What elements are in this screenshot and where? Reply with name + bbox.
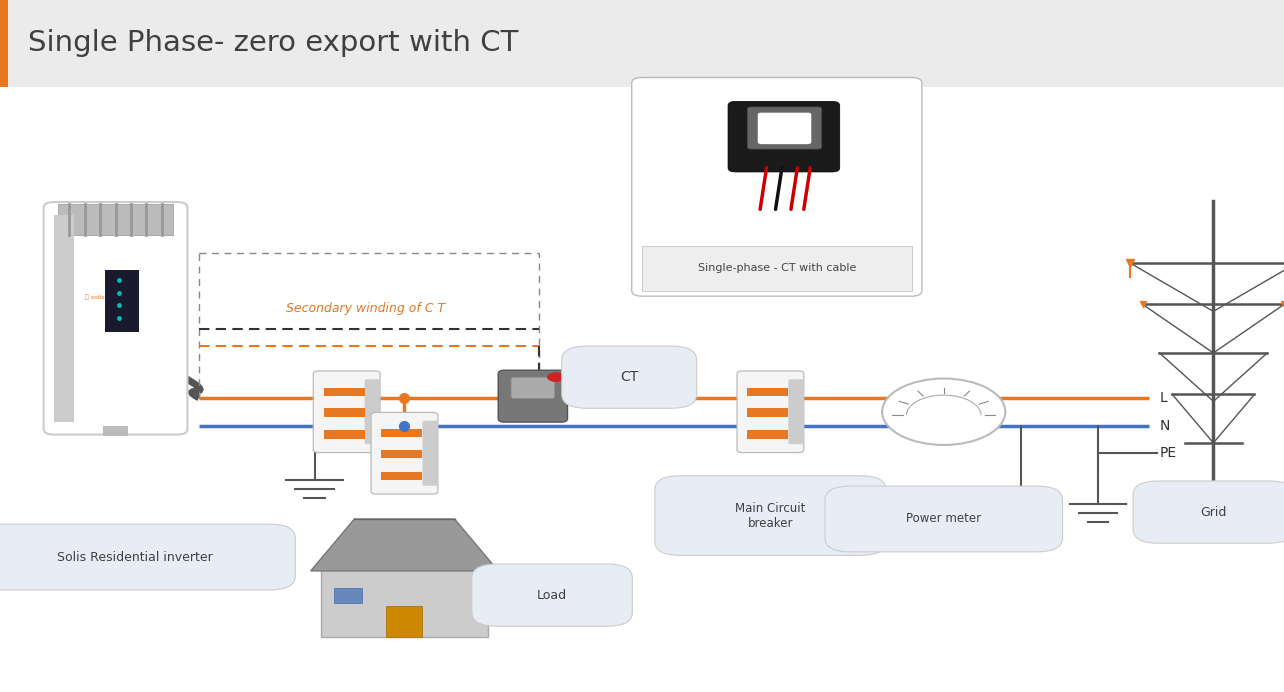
Bar: [747, 388, 788, 396]
Bar: [381, 450, 422, 458]
FancyBboxPatch shape: [632, 78, 922, 296]
Bar: [58, 204, 173, 235]
Text: Single Phase- zero export with CT: Single Phase- zero export with CT: [28, 29, 519, 57]
Bar: [0, 0, 8, 86]
Bar: [381, 429, 422, 437]
FancyBboxPatch shape: [737, 371, 804, 453]
Bar: [324, 388, 365, 396]
Text: Solis Residential inverter: Solis Residential inverter: [56, 551, 213, 563]
Text: Main Circuit
breaker: Main Circuit breaker: [736, 502, 805, 529]
Text: N: N: [1159, 419, 1170, 432]
Text: CT: CT: [620, 370, 638, 384]
FancyBboxPatch shape: [44, 202, 187, 435]
Text: PE: PE: [1159, 446, 1176, 460]
Bar: [747, 430, 788, 439]
Text: Single-phase - CT with cable: Single-phase - CT with cable: [697, 263, 856, 273]
Bar: [324, 430, 365, 439]
FancyBboxPatch shape: [728, 102, 840, 172]
Bar: [334, 588, 362, 603]
FancyBboxPatch shape: [313, 371, 380, 453]
FancyBboxPatch shape: [422, 421, 438, 486]
FancyBboxPatch shape: [824, 486, 1062, 552]
Text: Secondary winding of C T: Secondary winding of C T: [286, 302, 446, 315]
Bar: [642, 246, 912, 291]
Bar: [54, 215, 74, 422]
Bar: [0, 0, 1284, 86]
FancyBboxPatch shape: [371, 412, 438, 494]
Bar: [103, 426, 128, 436]
FancyBboxPatch shape: [511, 377, 555, 399]
FancyBboxPatch shape: [0, 525, 295, 590]
Text: ⓢ solis: ⓢ solis: [85, 295, 104, 300]
Circle shape: [547, 372, 565, 382]
Bar: [105, 270, 139, 332]
FancyBboxPatch shape: [758, 112, 811, 145]
Polygon shape: [311, 519, 498, 571]
Circle shape: [882, 379, 1005, 445]
FancyBboxPatch shape: [561, 346, 696, 408]
FancyBboxPatch shape: [365, 379, 380, 444]
Bar: [386, 606, 422, 637]
FancyBboxPatch shape: [655, 476, 886, 555]
Bar: [381, 472, 422, 480]
FancyBboxPatch shape: [1132, 481, 1284, 543]
Text: Grid: Grid: [1201, 506, 1226, 518]
Bar: [321, 567, 488, 637]
Text: Load: Load: [537, 589, 568, 601]
FancyBboxPatch shape: [788, 379, 804, 444]
Bar: [324, 408, 365, 417]
FancyBboxPatch shape: [747, 107, 822, 149]
FancyBboxPatch shape: [471, 564, 632, 626]
Bar: [747, 408, 788, 417]
FancyBboxPatch shape: [498, 370, 568, 422]
Text: Power meter: Power meter: [907, 513, 981, 525]
Text: L: L: [1159, 391, 1167, 405]
